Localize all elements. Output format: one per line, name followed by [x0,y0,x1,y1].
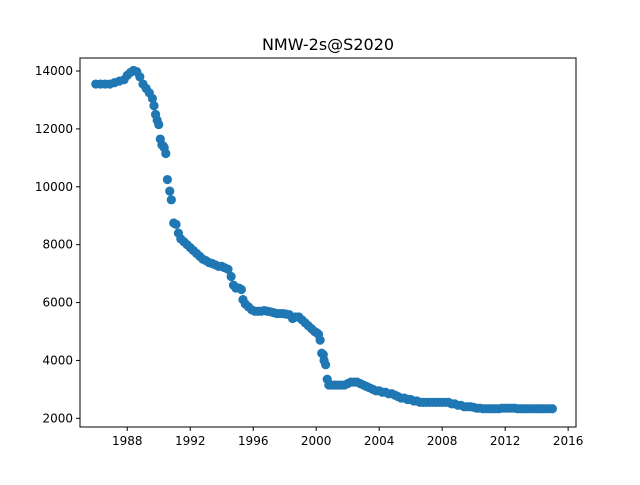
data-point [171,219,181,230]
x-tick-label: 1988 [112,434,143,448]
x-tick-label: 1992 [175,434,206,448]
data-point [147,93,158,104]
x-tick-label: 2000 [301,434,332,448]
data-point [321,360,331,370]
y-tick-label: 14000 [35,64,73,78]
chart-title: NMW-2s@S2020 [262,35,394,54]
data-point [547,404,557,414]
data-point [226,271,236,282]
x-tick-label: 2012 [490,434,521,448]
y-tick-label: 4000 [42,353,73,367]
data-point [162,174,172,185]
data-point [154,119,164,130]
data-point [166,195,176,205]
y-tick-label: 10000 [35,180,73,194]
x-axis: 1988 1992 1996 2000 2004 2008 2012 2016 [112,427,583,448]
data-point [315,335,325,345]
y-tick-label: 6000 [42,296,73,310]
x-tick-label: 2008 [427,434,458,448]
y-tick-label: 2000 [42,411,73,425]
data-point [149,101,159,111]
data-point [165,186,175,196]
data-point [223,264,233,274]
y-tick-label: 12000 [35,122,73,136]
x-tick-label: 2016 [553,434,584,448]
x-tick-label: 1996 [238,434,269,448]
y-tick-label: 8000 [42,238,73,252]
data-point [161,148,171,159]
x-tick-label: 2004 [364,434,395,448]
plot-area-frame [79,57,577,428]
y-axis: 2000 4000 6000 8000 10000 12000 14000 [35,64,80,425]
data-point [236,284,246,295]
data-points [91,65,557,414]
data-point [135,72,145,82]
